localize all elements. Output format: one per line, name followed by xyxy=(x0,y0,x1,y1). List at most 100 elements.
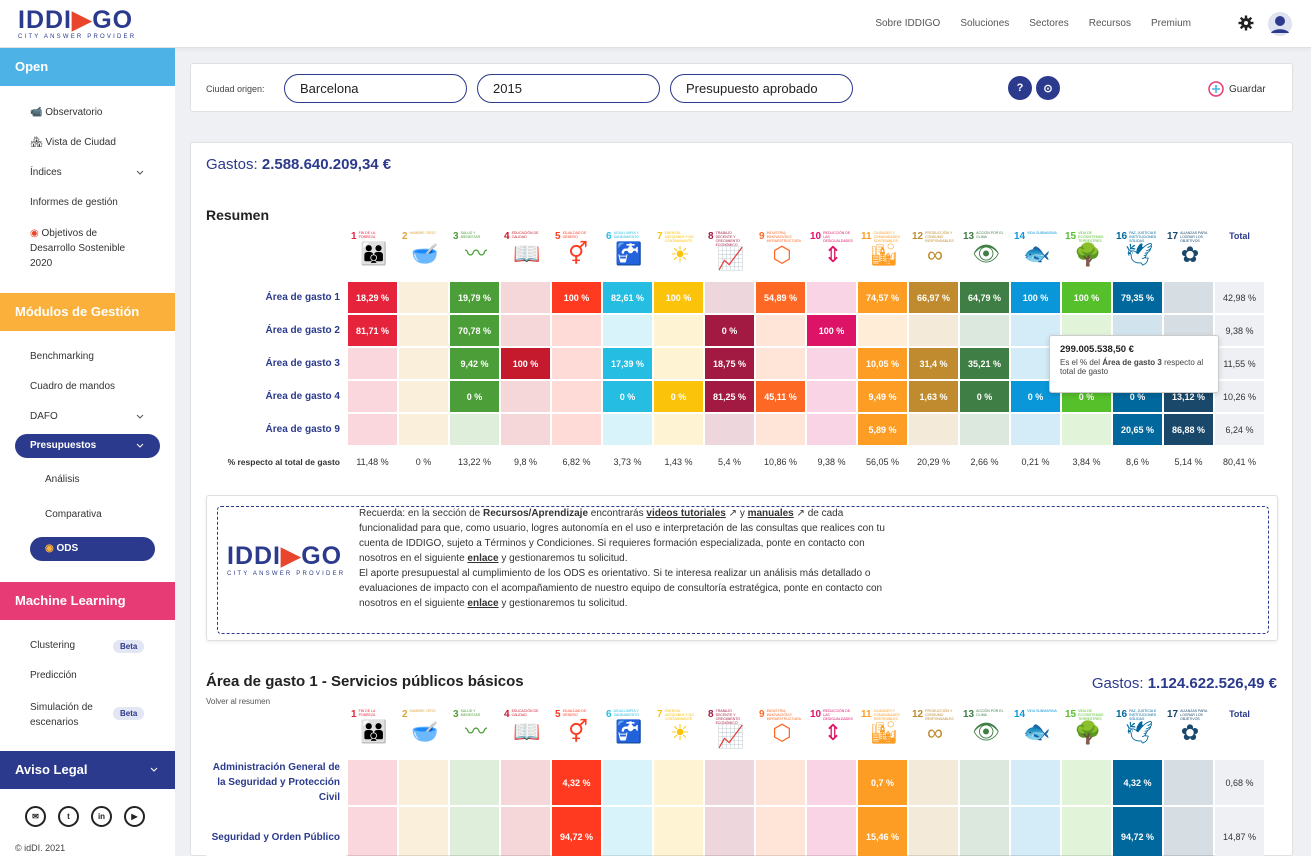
sidebar-item-ods-2020[interactable]: ◉ Objetivos de Desarrollo Sostenible 2020 xyxy=(30,228,126,269)
ods-cell[interactable] xyxy=(348,414,397,445)
ods-cell[interactable] xyxy=(552,348,601,379)
nav-recursos[interactable]: Recursos xyxy=(1088,18,1131,29)
ods-cell[interactable]: 100 % xyxy=(552,282,601,313)
section-modulos[interactable]: Módulos de Gestión xyxy=(0,293,175,331)
ods-12-header[interactable]: 12 PRODUCCIÓN Y CONSUMO RESPONSABLES ∞ xyxy=(909,709,958,758)
ods-cell[interactable] xyxy=(603,807,652,856)
ods-12-header[interactable]: 12 PRODUCCIÓN Y CONSUMO RESPONSABLES ∞ xyxy=(909,231,958,280)
ods-cell[interactable] xyxy=(960,414,1009,445)
volver-resumen-link[interactable]: Volver al resumen xyxy=(206,697,271,706)
ods-cell[interactable] xyxy=(654,760,703,805)
ods-cell[interactable] xyxy=(1062,807,1111,856)
ods-cell[interactable] xyxy=(654,315,703,346)
ods-cell[interactable] xyxy=(399,807,448,856)
sidebar-item-simulacion[interactable]: Simulación de escenarios xyxy=(30,702,93,728)
ods-cell[interactable] xyxy=(807,414,856,445)
ods-cell[interactable]: 0 % xyxy=(705,315,754,346)
ods-cell[interactable] xyxy=(501,760,550,805)
ods-15-header[interactable]: 15 VIDA DE ECOSISTEMAS TERRESTRES 🌳 xyxy=(1062,231,1111,280)
youtube-icon[interactable]: ▶ xyxy=(124,806,145,827)
ods-cell[interactable]: 9,49 % xyxy=(858,381,907,412)
help-icon[interactable]: ? xyxy=(1008,76,1032,100)
ods-cell[interactable]: 19,79 % xyxy=(450,282,499,313)
ods-cell[interactable] xyxy=(1062,414,1111,445)
ods-cell[interactable] xyxy=(399,282,448,313)
sidebar-item-cuadro-mandos[interactable]: Cuadro de mandos xyxy=(30,381,116,392)
ods-4-header[interactable]: 4 EDUCACIÓN DE CALIDAD 📖 xyxy=(501,709,550,758)
sidebar-item-presupuestos[interactable]: Presupuestos xyxy=(15,434,160,458)
section-aviso-legal[interactable]: Aviso Legal xyxy=(0,751,175,789)
ods-13-header[interactable]: 13 ACCIÓN POR EL CLIMA 👁 xyxy=(960,231,1009,280)
nav-sectores[interactable]: Sectores xyxy=(1029,18,1069,29)
ods-cell[interactable]: 0 % xyxy=(654,381,703,412)
ods-16-header[interactable]: 16 PAZ, JUSTICIA E INSTITUCIONES SÓLIDAS 🕊 xyxy=(1113,231,1162,280)
ods-cell[interactable]: 9,42 % xyxy=(450,348,499,379)
ods-cell[interactable] xyxy=(807,282,856,313)
ods-11-header[interactable]: 11 CIUDADES Y COMUNIDADES SOSTENIBLES 🏙 xyxy=(858,231,907,280)
ods-cell[interactable]: 64,79 % xyxy=(960,282,1009,313)
ods-cell[interactable] xyxy=(552,315,601,346)
sidebar-item-informes[interactable]: Informes de gestión xyxy=(30,197,118,208)
ods-5-header[interactable]: 5 IGUALDAD DE GÉNERO ⚥ xyxy=(552,231,601,280)
ods-cell[interactable] xyxy=(654,414,703,445)
ods-7-header[interactable]: 7 ENERGÍA ASEQUIBLE Y NO CONTAMINANTE ☀ xyxy=(654,231,703,280)
ods-cell[interactable] xyxy=(654,348,703,379)
sidebar-item-dafo[interactable]: DAFO xyxy=(30,411,58,422)
section-open[interactable]: Open xyxy=(0,48,175,86)
year-select[interactable]: 2015 xyxy=(477,74,660,103)
sidebar-item-ods[interactable]: ◉ ODS xyxy=(30,537,155,561)
ods-cell[interactable] xyxy=(960,315,1009,346)
ods-cell[interactable] xyxy=(501,282,550,313)
ods-cell[interactable] xyxy=(1011,760,1060,805)
sidebar-item-observatorio[interactable]: 📹 Observatorio xyxy=(30,107,103,118)
nav-premium[interactable]: Premium xyxy=(1150,18,1191,29)
ods-cell[interactable] xyxy=(348,348,397,379)
ods-cell[interactable] xyxy=(603,414,652,445)
ods-cell[interactable]: 15,46 % xyxy=(858,807,907,856)
ods-2-header[interactable]: 2 HAMBRE CERO 🥣 xyxy=(399,709,448,758)
ods-cell[interactable]: 0 % xyxy=(960,381,1009,412)
ods-cell[interactable] xyxy=(1011,414,1060,445)
ods-cell[interactable] xyxy=(807,381,856,412)
ods-cell[interactable] xyxy=(552,414,601,445)
ods-cell[interactable] xyxy=(603,315,652,346)
ods-cell[interactable]: 20,65 % xyxy=(1113,414,1162,445)
ods-11-header[interactable]: 11 CIUDADES Y COMUNIDADES SOSTENIBLES 🏙 xyxy=(858,709,907,758)
ods-cell[interactable] xyxy=(1164,807,1213,856)
ods-cell[interactable] xyxy=(705,807,754,856)
ods-cell[interactable]: 18,29 % xyxy=(348,282,397,313)
ods-1-header[interactable]: 1 FIN DE LA POBREZA 👪 xyxy=(348,709,397,758)
ods-cell[interactable] xyxy=(756,315,805,346)
ods-14-header[interactable]: 14 VIDA SUBMARINA 🐟 xyxy=(1011,231,1060,280)
ods-cell[interactable] xyxy=(501,381,550,412)
ods-cell[interactable]: 5,89 % xyxy=(858,414,907,445)
ods-cell[interactable] xyxy=(399,348,448,379)
ods-17-header[interactable]: 17 ALIANZAS PARA LOGRAR LOS OBJETIVOS ✿ xyxy=(1164,709,1213,758)
ods-cell[interactable] xyxy=(399,315,448,346)
ods-cell[interactable]: 17,39 % xyxy=(603,348,652,379)
sidebar-item-indices[interactable]: Índices xyxy=(30,167,62,178)
ods-cell[interactable] xyxy=(450,414,499,445)
ods-3-header[interactable]: 3 SALUD Y BIENESTAR 〰 xyxy=(450,709,499,758)
ods-5-header[interactable]: 5 IGUALDAD DE GÉNERO ⚥ xyxy=(552,709,601,758)
nav-sobre-iddigo[interactable]: Sobre IDDIGO xyxy=(875,18,941,29)
sidebar-item-clustering[interactable]: Clustering xyxy=(30,640,76,651)
ods-cell[interactable]: 45,11 % xyxy=(756,381,805,412)
ods-cell[interactable] xyxy=(960,807,1009,856)
ods-cell[interactable] xyxy=(450,807,499,856)
ods-7-header[interactable]: 7 ENERGÍA ASEQUIBLE Y NO CONTAMINANTE ☀ xyxy=(654,709,703,758)
ods-cell[interactable] xyxy=(909,760,958,805)
section-machine-learning[interactable]: Machine Learning xyxy=(0,582,175,620)
ods-cell[interactable]: 79,35 % xyxy=(1113,282,1162,313)
sidebar-item-vista-ciudad[interactable]: 🏘 Vista de Ciudad xyxy=(30,137,116,148)
user-avatar-icon[interactable] xyxy=(1268,12,1292,36)
ods-cell[interactable] xyxy=(909,807,958,856)
ods-cell[interactable] xyxy=(756,807,805,856)
ods-cell[interactable]: 54,89 % xyxy=(756,282,805,313)
ods-14-header[interactable]: 14 VIDA SUBMARINA 🐟 xyxy=(1011,709,1060,758)
ods-cell[interactable] xyxy=(807,807,856,856)
ods-6-header[interactable]: 6 AGUA LIMPIA Y SANEAMIENTO 🚰 xyxy=(603,709,652,758)
ods-cell[interactable] xyxy=(1164,760,1213,805)
chevron-down-icon[interactable] xyxy=(150,766,158,774)
ods-cell[interactable]: 74,57 % xyxy=(858,282,907,313)
